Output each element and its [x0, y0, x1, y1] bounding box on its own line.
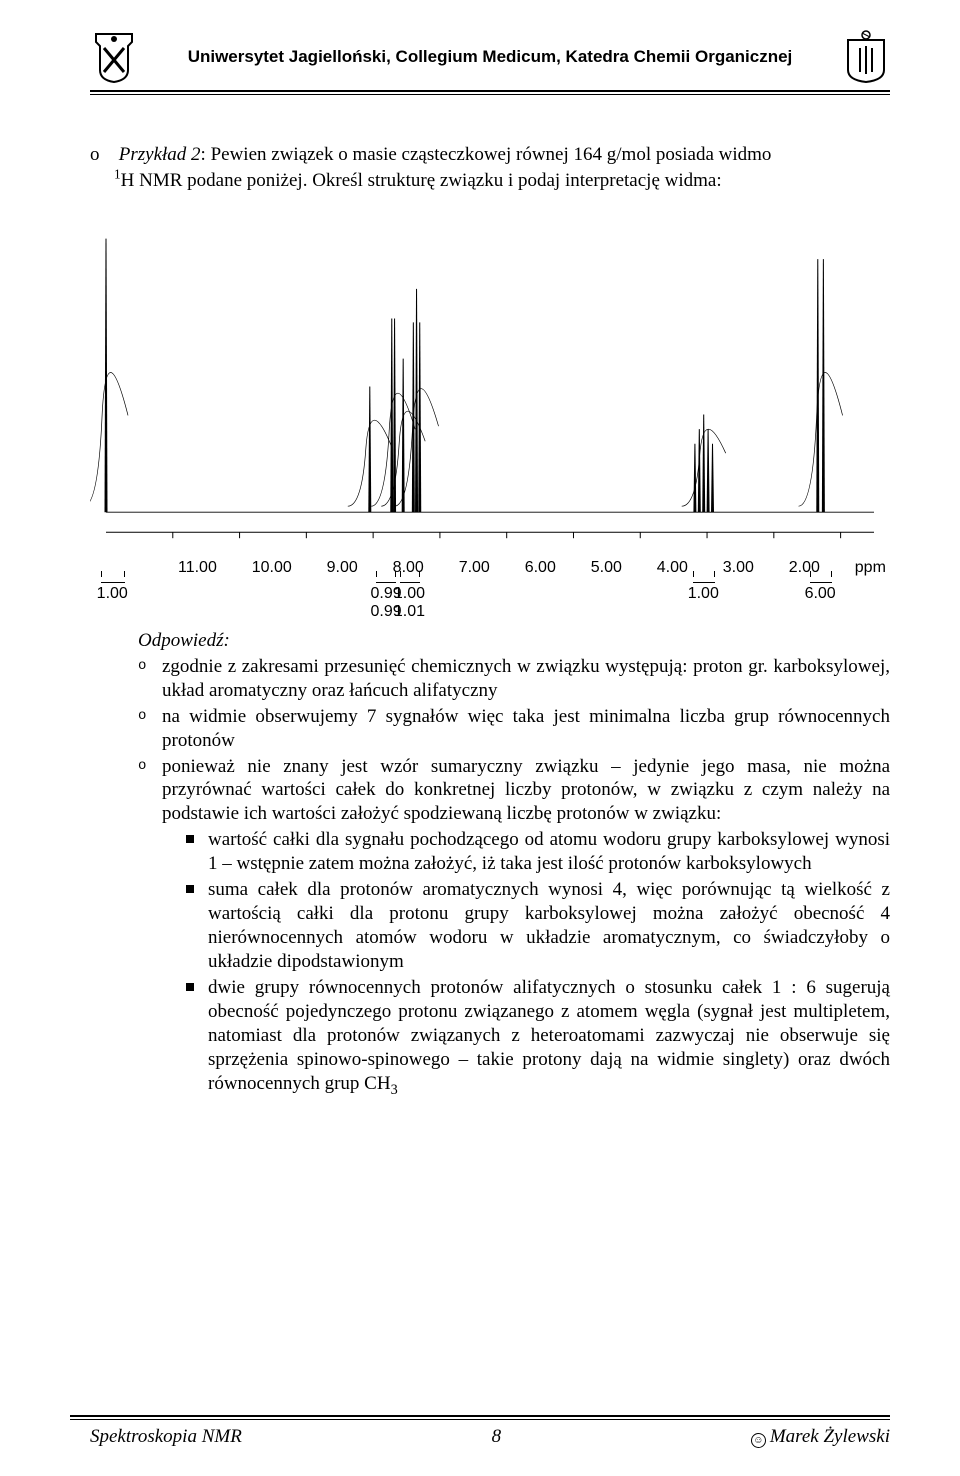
footer-left: Spektroskopia NMR	[90, 1426, 242, 1448]
axis-tick-label: 10.00	[252, 559, 292, 577]
answer-subitem: wartość całki dla sygnału pochodzącego o…	[186, 828, 890, 876]
answer-heading: Odpowiedź:	[138, 629, 890, 653]
example-intro: o Przykład 2: Pewien związek o masie czą…	[90, 143, 890, 193]
integral-bracket	[810, 577, 832, 583]
header-title: Uniwersytet Jagielloński, Collegium Medi…	[138, 47, 842, 67]
integral-value: 1.00	[394, 585, 425, 603]
answer-subitem: dwie grupy równocennych protonów alifaty…	[186, 976, 890, 1100]
intro-sup: 1	[114, 167, 121, 182]
intro-text-b: H NMR podane poniżej. Określ strukturę z…	[121, 170, 722, 191]
answer-item: ponieważ nie znany jest wzór sumaryczny …	[138, 755, 890, 1100]
axis-tick-label: 7.00	[459, 559, 490, 577]
integral-bracket	[693, 577, 715, 583]
axis-tick-label: 2.00	[789, 559, 820, 577]
page-footer: Spektroskopia NMR 8 ☺ Marek Żylewski	[90, 1426, 890, 1448]
answer-sublist: wartość całki dla sygnału pochodzącego o…	[162, 828, 890, 1099]
answer-item: zgodnie z zakresami przesunięć chemiczny…	[138, 655, 890, 703]
footer-author: Marek Żylewski	[770, 1426, 890, 1447]
intro-bullet: o	[90, 143, 114, 167]
axis-tick-label: 11.00	[178, 559, 217, 577]
integral-value: 6.00	[805, 585, 836, 603]
axis-tick-label: 4.00	[657, 559, 688, 577]
axis-tick-label: 9.00	[327, 559, 358, 577]
header-rule	[90, 90, 890, 95]
axis-tick-label: 3.00	[723, 559, 754, 577]
example-label: Przykład 2	[119, 144, 201, 165]
spectrum-integrals: 1.000.990.991.001.011.006.00	[90, 577, 890, 621]
answer-subitem: suma całek dla protonów aromatycznych wy…	[186, 878, 890, 974]
crest-right-icon	[842, 30, 890, 84]
footer-rule	[70, 1415, 890, 1420]
spectrum-axis-labels: 11.0010.009.008.007.006.005.004.003.002.…	[90, 559, 890, 577]
page-header: Uniwersytet Jagielloński, Collegium Medi…	[90, 30, 890, 88]
axis-tick-label: 5.00	[591, 559, 622, 577]
footer-right: ☺ Marek Żylewski	[751, 1426, 890, 1448]
intro-text-a: : Pewien związek o masie cząsteczkowej r…	[201, 144, 772, 165]
integral-bracket	[400, 577, 420, 583]
integral-bracket	[376, 577, 396, 583]
footer-page-number: 8	[492, 1426, 502, 1448]
axis-tick-label: 6.00	[525, 559, 556, 577]
answer-section: Odpowiedź: zgodnie z zakresami przesunię…	[90, 629, 890, 1100]
integral-bracket	[101, 577, 125, 583]
answer-item: na widmie obserwujemy 7 sygnałów więc ta…	[138, 705, 890, 753]
smiley-icon: ☺	[751, 1433, 766, 1448]
integral-value: 1.01	[394, 603, 425, 621]
answer-list: zgodnie z zakresami przesunięć chemiczny…	[90, 655, 890, 1100]
nmr-spectrum	[90, 213, 890, 553]
axis-tick-label: ppm	[855, 559, 886, 577]
integral-value: 1.00	[97, 585, 128, 603]
integral-value: 1.00	[688, 585, 719, 603]
crest-left-icon	[90, 30, 138, 84]
